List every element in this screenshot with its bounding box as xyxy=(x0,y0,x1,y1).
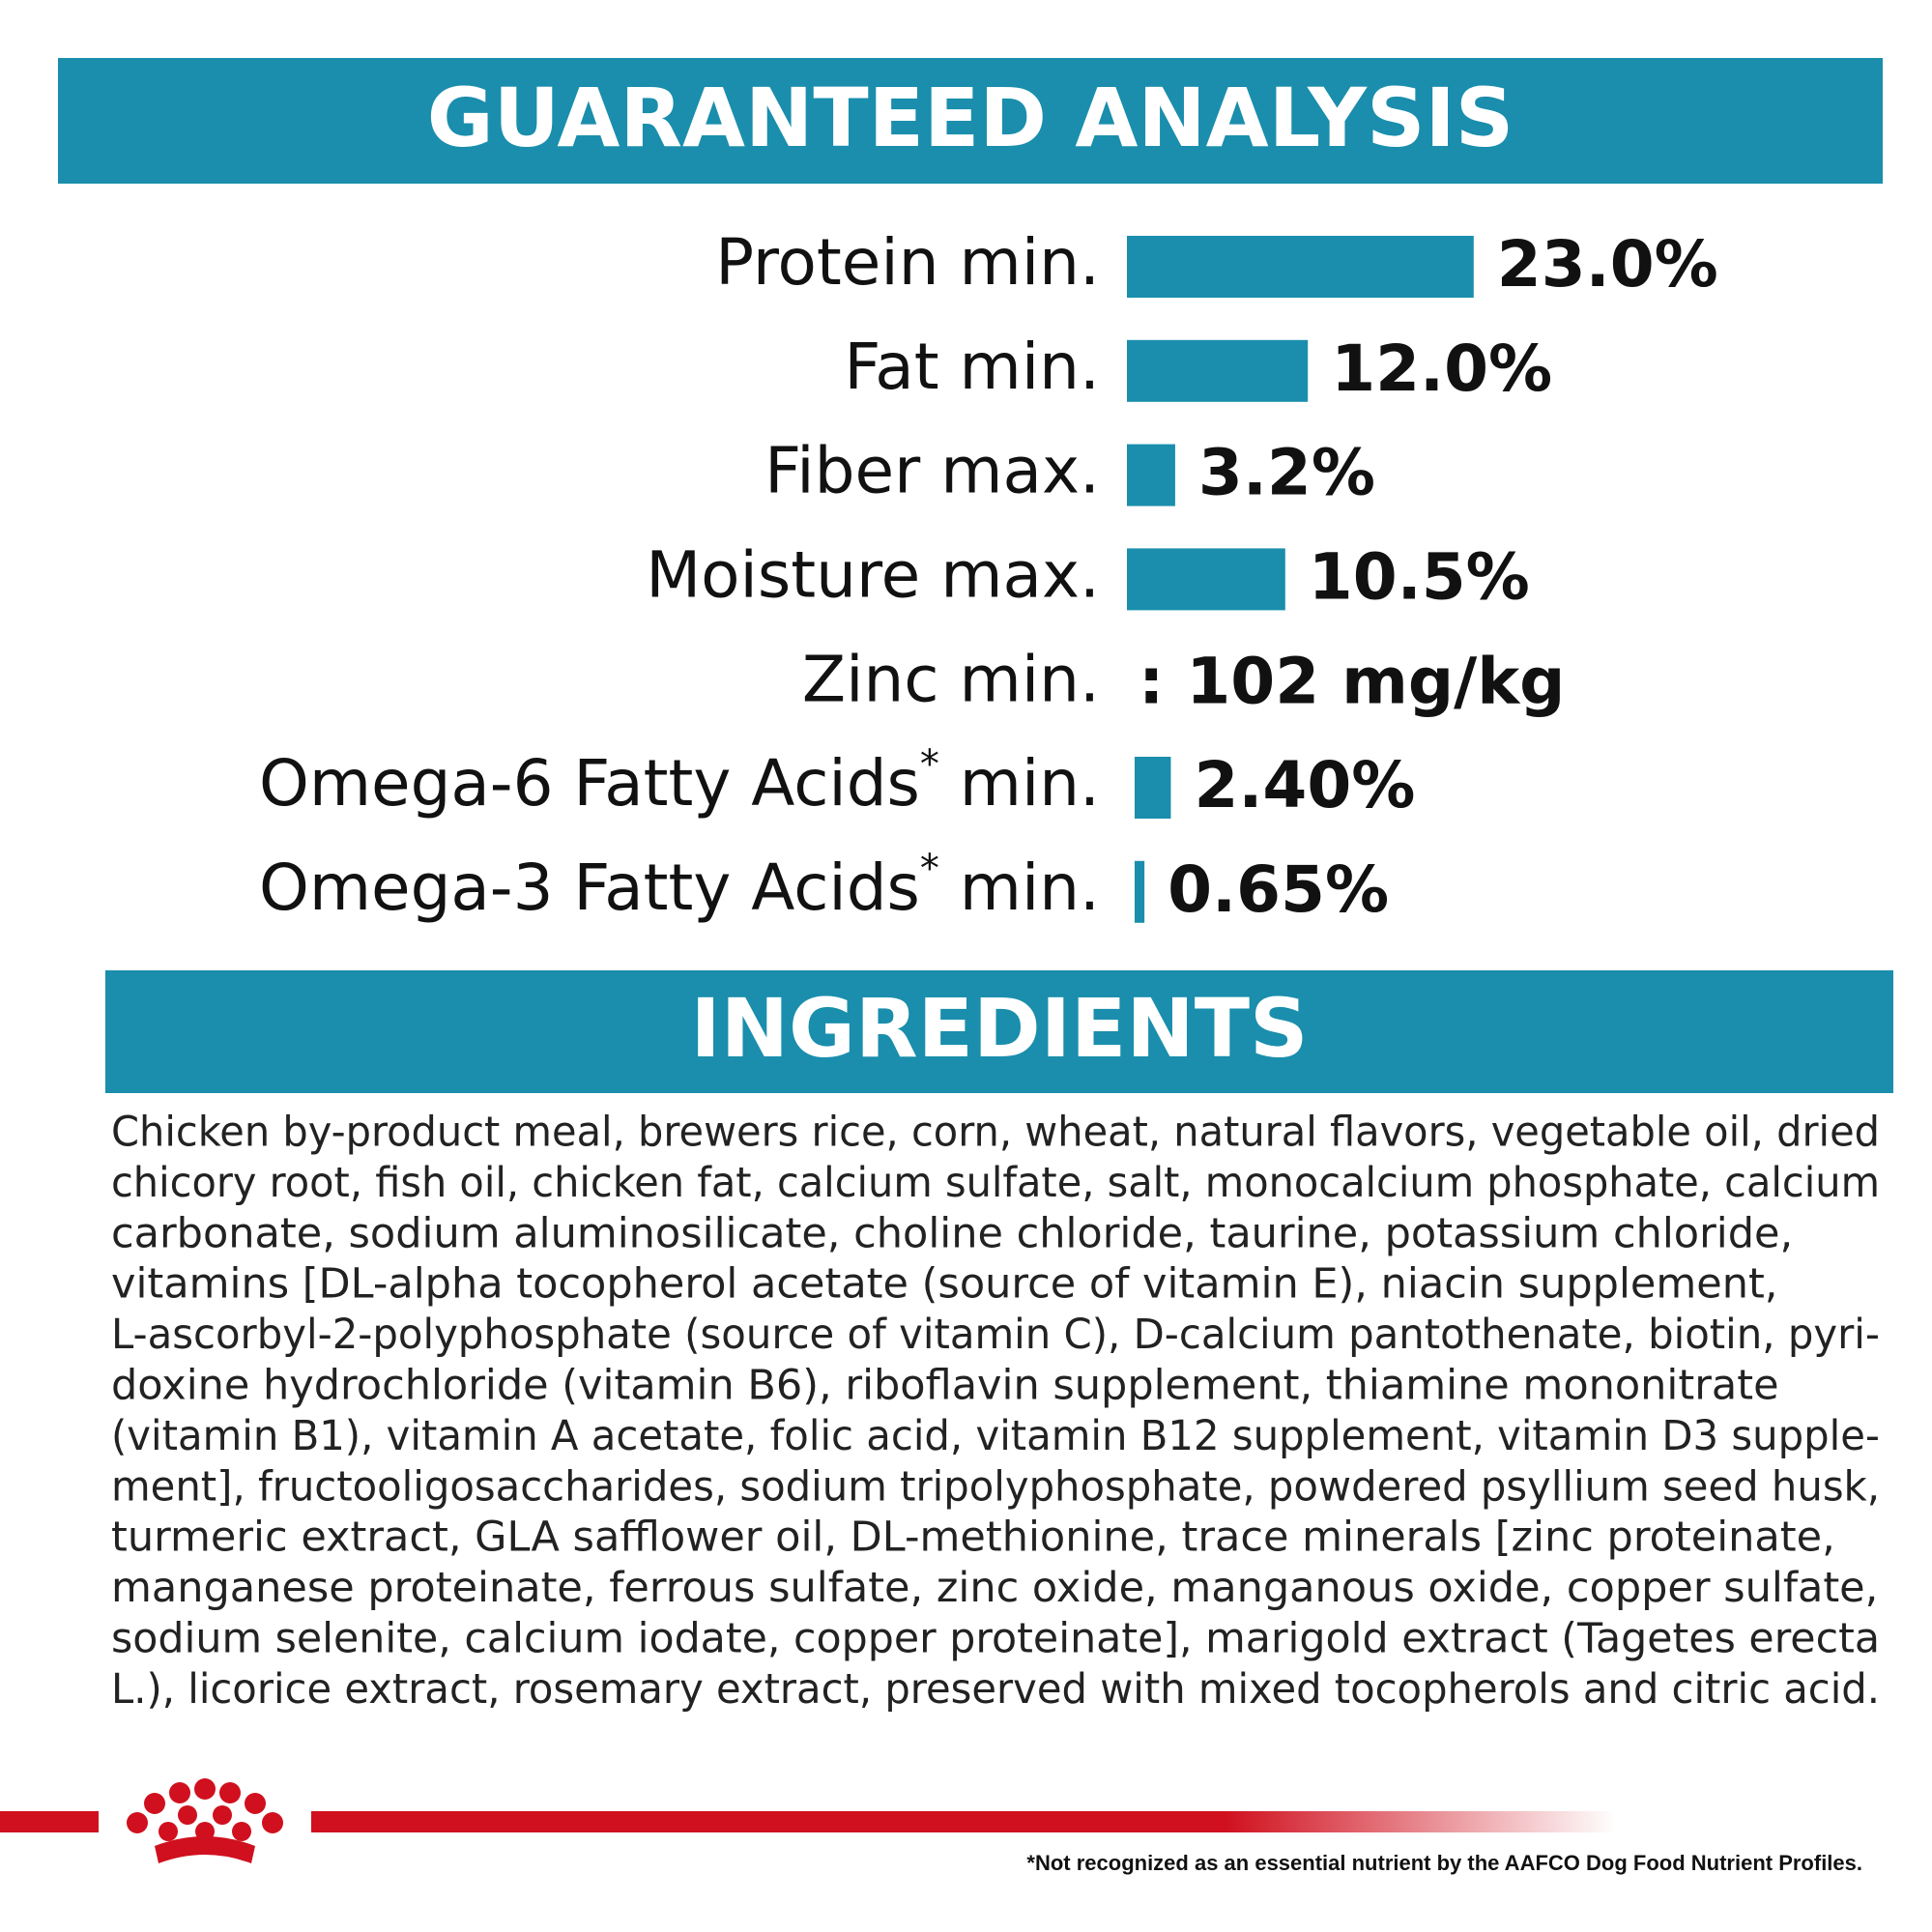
ingredient-line: vitamins [DL-alpha tocopherol acetate (s… xyxy=(111,1260,1777,1309)
ingredient-line: L.), licorice extract, rosemary extract,… xyxy=(111,1665,1880,1714)
ingredients-title: INGREDIENTS xyxy=(690,981,1308,1076)
ingredient-line: chicory root, fish oil, chicken fat, cal… xyxy=(111,1159,1880,1207)
ingredient-line: (vitamin B1), vitamin A acetate, folic a… xyxy=(111,1412,1880,1460)
ingredient-line: manganese proteinate, ferrous sulfate, z… xyxy=(111,1564,1878,1612)
bar xyxy=(1135,757,1171,819)
bar xyxy=(1127,339,1309,402)
bar xyxy=(1127,548,1285,611)
category-label: Fat min. xyxy=(844,330,1100,404)
red-line xyxy=(311,1811,1616,1832)
bar xyxy=(1127,236,1474,298)
bar xyxy=(1135,860,1145,923)
ingredient-line: turmeric extract, GLA safflower oil, DL-… xyxy=(111,1514,1835,1562)
value-label: 2.40% xyxy=(1194,748,1415,822)
ingredients-text: Chicken by-product meal, brewers rice, c… xyxy=(111,1109,1880,1714)
crown-logo xyxy=(127,1778,283,1863)
ingredient-line: ment], fructooligosaccharides, sodium tr… xyxy=(111,1462,1880,1511)
value-label: 0.65% xyxy=(1168,852,1389,927)
category-label: Moisture max. xyxy=(646,537,1100,612)
ingredients-header xyxy=(105,970,1893,1093)
value-label: 10.5% xyxy=(1309,539,1530,614)
red-line xyxy=(0,1811,99,1832)
ingredient-line: carbonate, sodium aluminosilicate, choli… xyxy=(111,1209,1793,1257)
category-label: Fiber max. xyxy=(764,434,1100,508)
value-label: 23.0% xyxy=(1497,227,1718,302)
ingredient-line: sodium selenite, calcium iodate, copper … xyxy=(111,1615,1880,1663)
ingredient-line: Chicken by-product meal, brewers rice, c… xyxy=(111,1109,1880,1157)
category-label: Protein min. xyxy=(715,225,1100,300)
category-label: Omega-6 Fatty Acids* min. xyxy=(259,742,1100,821)
value-label: : 102 mg/kg xyxy=(1139,644,1565,718)
ingredient-line: L-ascorbyl-2-polyphosphate (source of vi… xyxy=(111,1311,1880,1359)
analysis-title: GUARANTEED ANALYSIS xyxy=(427,71,1514,165)
analysis-rows: Protein min. 23.0% Fat min. 12.0% Fiber max.… xyxy=(259,225,1718,927)
footnote: *Not recognized as an essential nutrient… xyxy=(1026,1851,1862,1875)
category-label: Zinc min. xyxy=(802,642,1100,716)
category-label: Omega-3 Fatty Acids* min. xyxy=(259,847,1100,925)
value-label: 12.0% xyxy=(1331,332,1552,406)
bar xyxy=(1127,444,1175,506)
value-label: 3.2% xyxy=(1198,436,1375,510)
ingredient-line: doxine hydrochloride (vitamin B6), ribof… xyxy=(111,1362,1779,1410)
analysis-header xyxy=(58,58,1883,184)
